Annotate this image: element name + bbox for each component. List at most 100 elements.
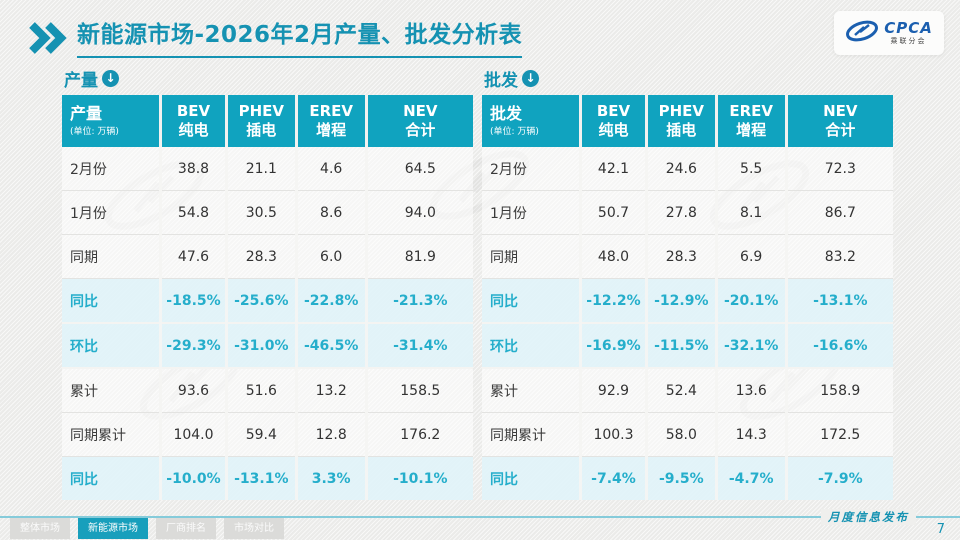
row-label: 累计: [482, 368, 581, 413]
section-label-wholesale: 批发 ↓: [484, 66, 539, 91]
data-cell: -7.4%: [579, 456, 647, 500]
row-label: 同比: [62, 278, 161, 324]
column-header: BEV 纯电: [579, 95, 647, 147]
footer-tab[interactable]: 市场对比: [224, 518, 284, 539]
table-row: 同比 -10.0% -13.1% 3.3% -10.1%: [62, 456, 473, 500]
data-cell: 12.8: [294, 412, 367, 457]
data-cell: 58.0: [644, 412, 717, 457]
data-cell: 27.8: [644, 190, 717, 235]
slide-header: 新能源市场-2026年2月产量、批发分析表: [28, 22, 523, 58]
footer-tab-active[interactable]: 新能源市场: [78, 518, 148, 539]
data-cell: -31.0%: [224, 323, 297, 369]
cpca-logo-subtitle: 乘联分会: [890, 37, 927, 45]
data-cell: 3.3%: [294, 456, 367, 500]
page-title: 新能源市场-2026年2月产量、批发分析表: [77, 22, 523, 58]
table-row: 同比 -12.2% -12.9% -20.1% -13.1%: [482, 278, 893, 324]
data-cell: 158.5: [364, 368, 473, 413]
cpca-swoosh-icon: [845, 18, 879, 48]
column-header: PHEV 插电: [644, 95, 717, 147]
data-cell: 4.6: [294, 147, 367, 191]
table-header-row: 批发 (单位: 万辆) BEV 纯电 PHEV 插电 EREV 增程 NEV 合计: [482, 95, 893, 147]
data-cell: 59.4: [224, 412, 297, 457]
row-label: 环比: [482, 323, 581, 369]
data-cell: 176.2: [364, 412, 473, 457]
table-row: 同比 -18.5% -25.6% -22.8% -21.3%: [62, 278, 473, 324]
data-cell: 28.3: [224, 234, 297, 279]
double-chevron-right-icon: [28, 22, 68, 58]
down-arrow-icon: ↓: [102, 70, 119, 87]
data-cell: -16.6%: [784, 323, 893, 369]
data-cell: 72.3: [784, 147, 893, 191]
production-table: 产量 (单位: 万辆) BEV 纯电 PHEV 插电 EREV 增程 NEV 合计 2月份 38.8…: [62, 95, 473, 500]
data-cell: 42.1: [579, 147, 647, 191]
column-header: EREV 增程: [294, 95, 367, 147]
data-cell: -7.9%: [784, 456, 893, 500]
data-cell: -12.2%: [579, 278, 647, 324]
footer-tab[interactable]: 厂商排名: [156, 518, 216, 539]
row-label: 同期: [482, 234, 581, 279]
footer-tab[interactable]: 整体市场: [10, 518, 70, 539]
table-row: 同期累计 104.0 59.4 12.8 176.2: [62, 412, 473, 457]
data-cell: 8.1: [714, 190, 787, 235]
cpca-logo: CPCA 乘联分会: [834, 11, 944, 55]
row-label: 1月份: [482, 190, 581, 235]
table-row: 2月份 42.1 24.6 5.5 72.3: [482, 147, 893, 191]
table-row: 同期 47.6 28.3 6.0 81.9: [62, 234, 473, 279]
footer-divider-line: [0, 516, 960, 518]
data-cell: -20.1%: [714, 278, 787, 324]
data-cell: 86.7: [784, 190, 893, 235]
column-header: BEV 纯电: [159, 95, 227, 147]
table-row: 1月份 50.7 27.8 8.1 86.7: [482, 190, 893, 235]
data-cell: 100.3: [579, 412, 647, 457]
data-cell: 83.2: [784, 234, 893, 279]
wholesale-table: 批发 (单位: 万辆) BEV 纯电 PHEV 插电 EREV 增程 NEV 合计 2月份 42.1…: [482, 95, 893, 500]
data-cell: -29.3%: [159, 323, 227, 369]
data-cell: -25.6%: [224, 278, 297, 324]
row-label: 同期累计: [482, 412, 581, 457]
data-cell: 52.4: [644, 368, 717, 413]
data-cell: 94.0: [364, 190, 473, 235]
table-title-cell: 产量 (单位: 万辆): [62, 95, 161, 147]
row-label: 累计: [62, 368, 161, 413]
data-cell: -12.9%: [644, 278, 717, 324]
row-label: 同比: [482, 278, 581, 324]
page-number: 7: [936, 522, 945, 537]
data-cell: -10.0%: [159, 456, 227, 500]
data-cell: 64.5: [364, 147, 473, 191]
data-cell: 50.7: [579, 190, 647, 235]
footer-tabs: 整体市场 新能源市场 厂商排名 市场对比: [10, 518, 284, 539]
data-cell: -9.5%: [644, 456, 717, 500]
wholesale-table-container: 批发 (单位: 万辆) BEV 纯电 PHEV 插电 EREV 增程 NEV 合计 2月份 42.1…: [482, 95, 893, 500]
data-cell: 28.3: [644, 234, 717, 279]
data-cell: 13.6: [714, 368, 787, 413]
data-cell: 172.5: [784, 412, 893, 457]
data-cell: 93.6: [159, 368, 227, 413]
data-cell: 6.9: [714, 234, 787, 279]
data-cell: -13.1%: [784, 278, 893, 324]
data-cell: 38.8: [159, 147, 227, 191]
data-cell: 30.5: [224, 190, 297, 235]
section-label-production: 产量 ↓: [64, 66, 119, 91]
row-label: 2月份: [482, 147, 581, 191]
table-row: 2月份 38.8 21.1 4.6 64.5: [62, 147, 473, 191]
column-header: NEV 合计: [784, 95, 893, 147]
row-label: 2月份: [62, 147, 161, 191]
data-cell: -46.5%: [294, 323, 367, 369]
table-row: 累计 92.9 52.4 13.6 158.9: [482, 368, 893, 413]
table-row: 同期累计 100.3 58.0 14.3 172.5: [482, 412, 893, 457]
data-cell: 81.9: [364, 234, 473, 279]
data-cell: 21.1: [224, 147, 297, 191]
table-row: 同比 -7.4% -9.5% -4.7% -7.9%: [482, 456, 893, 500]
row-label: 1月份: [62, 190, 161, 235]
data-cell: 5.5: [714, 147, 787, 191]
data-cell: 14.3: [714, 412, 787, 457]
row-label: 同期累计: [62, 412, 161, 457]
data-cell: 47.6: [159, 234, 227, 279]
section-label-text: 产量: [64, 71, 98, 91]
data-cell: -22.8%: [294, 278, 367, 324]
production-table-container: 产量 (单位: 万辆) BEV 纯电 PHEV 插电 EREV 增程 NEV 合计 2月份 38.8…: [62, 95, 473, 500]
data-cell: 158.9: [784, 368, 893, 413]
data-cell: -18.5%: [159, 278, 227, 324]
data-cell: 13.2: [294, 368, 367, 413]
data-cell: -32.1%: [714, 323, 787, 369]
